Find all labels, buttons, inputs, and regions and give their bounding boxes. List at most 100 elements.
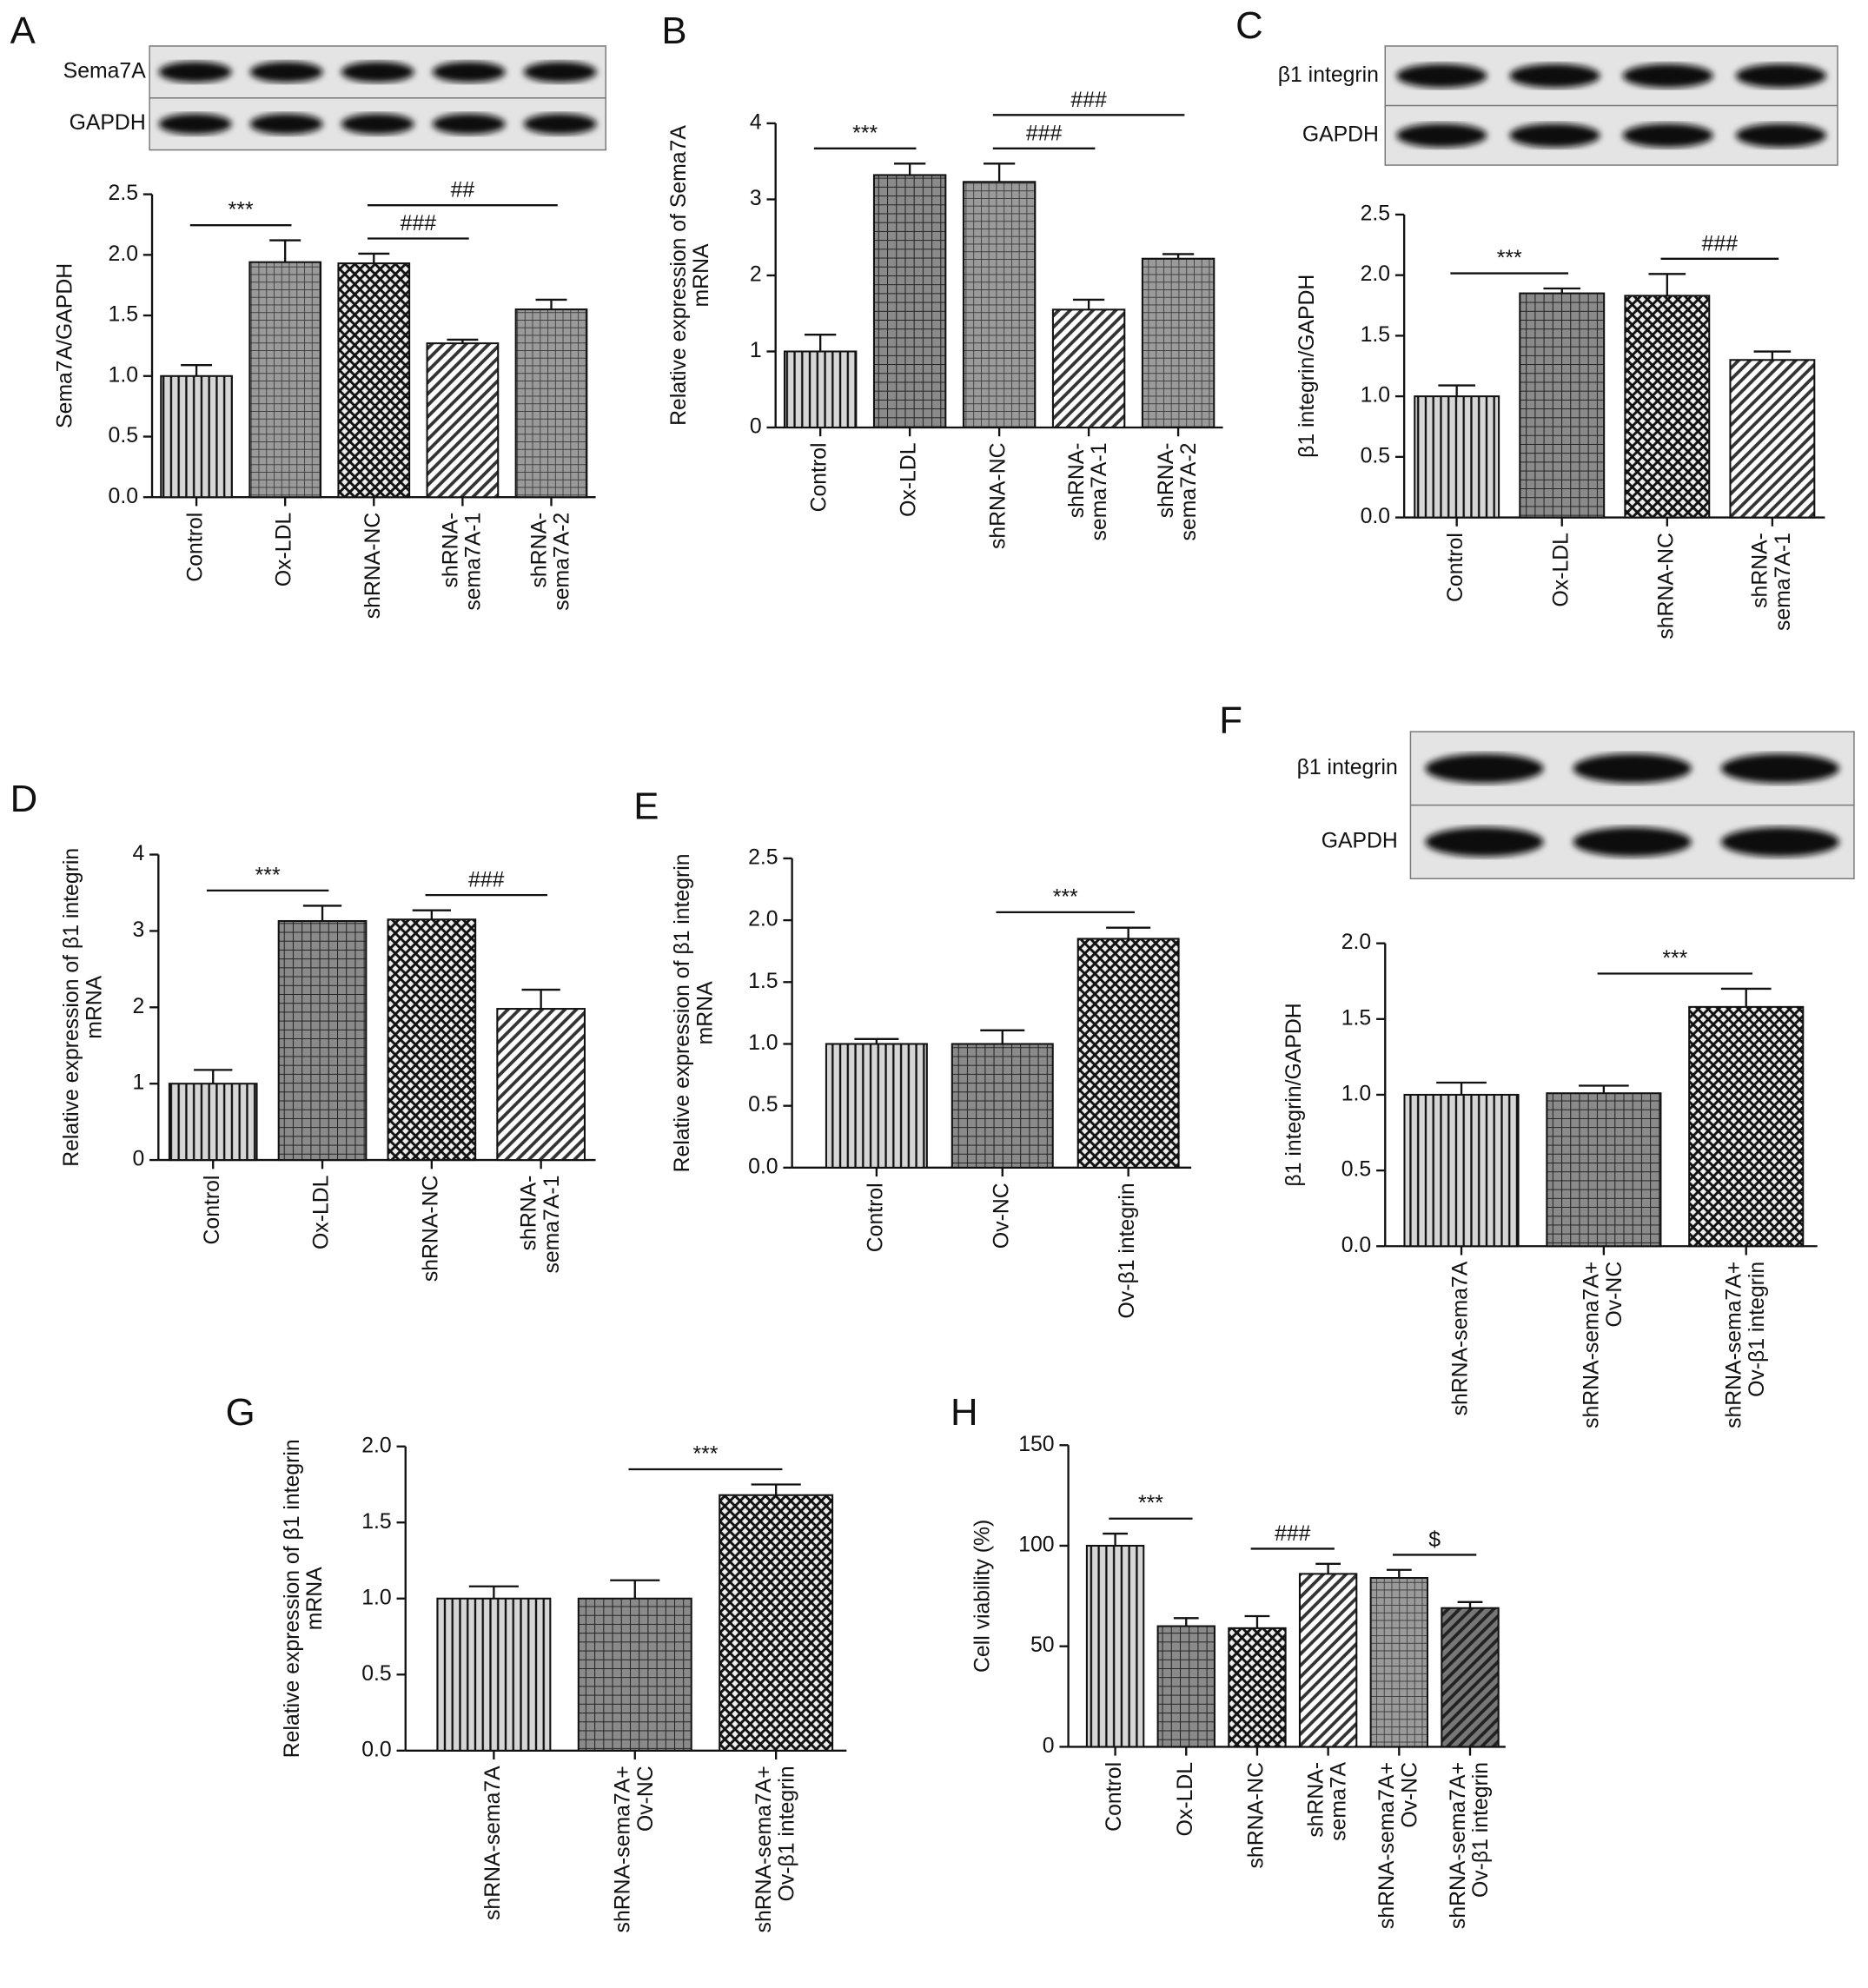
bar <box>962 181 1037 429</box>
panel-letter: H <box>951 1391 978 1434</box>
blot-band <box>1622 123 1713 148</box>
blot-band <box>158 61 232 83</box>
y-tick-label: 2.5 <box>748 845 778 869</box>
significance-label: *** <box>1138 1492 1163 1515</box>
x-tick-label: Ov-β1 integrin <box>1116 1183 1139 1318</box>
bar <box>277 919 368 1162</box>
blot-band <box>1509 63 1600 88</box>
significance-label: *** <box>852 122 878 145</box>
significance-label: ### <box>401 212 437 235</box>
blot-band <box>523 61 597 83</box>
x-tick-label: shRNA-sema7A+Ov-β1 integrin <box>752 1766 798 1932</box>
bar <box>1729 359 1816 519</box>
x-tick-label: shRNA-NC <box>1244 1762 1268 1869</box>
significance-label: ### <box>468 869 505 892</box>
panel-letter: B <box>661 10 686 52</box>
x-tick-label: Ox-LDL <box>273 513 296 586</box>
bar <box>168 1083 258 1162</box>
x-tick-label: shRNA-sema7A-1 <box>1748 533 1794 631</box>
blot-band <box>1720 827 1839 857</box>
bar <box>951 1043 1054 1169</box>
y-tick-label: 0.5 <box>109 424 138 447</box>
y-axis-label: Relative expression of β1 integrinmRNA <box>60 848 106 1167</box>
y-tick-label: 0.0 <box>109 485 138 508</box>
significance-label: ### <box>1026 122 1063 145</box>
y-tick-label: 4 <box>132 842 144 865</box>
y-tick-label: 0.5 <box>1341 1158 1371 1182</box>
x-tick-label: Control <box>864 1183 887 1252</box>
y-tick-label: 1 <box>750 339 762 362</box>
y-tick-label: 1.0 <box>361 1586 391 1609</box>
significance-label: *** <box>1497 247 1522 270</box>
bar <box>496 1008 586 1162</box>
x-tick-label: shRNA-sema7A-2 <box>1154 443 1200 541</box>
bar <box>1156 1625 1216 1748</box>
blot-band <box>523 113 597 135</box>
bar <box>1624 295 1711 519</box>
y-tick-label: 2.0 <box>361 1434 391 1457</box>
y-tick-label: 1.0 <box>109 363 138 387</box>
significance-label: *** <box>692 1442 718 1466</box>
y-axis-label: Sema7A/GAPDH <box>53 263 76 428</box>
significance-label: *** <box>255 864 281 887</box>
x-tick-label: shRNA-sema7A+Ov-NC <box>611 1766 657 1932</box>
bar <box>514 308 588 499</box>
y-tick-label: 1.0 <box>1341 1083 1371 1106</box>
panel-letter: C <box>1235 4 1263 47</box>
x-tick-label: shRNA-sema7A+Ov-β1 integrin <box>1446 1762 1492 1929</box>
y-tick-label: 1.5 <box>361 1510 391 1534</box>
y-tick-label: 0.0 <box>748 1155 778 1178</box>
bar <box>1414 395 1500 519</box>
blot-band <box>1573 827 1692 857</box>
blot-label: β1 integrin <box>1278 63 1379 87</box>
significance-label: ### <box>1070 89 1107 112</box>
x-tick-label: Ov-NC <box>990 1183 1013 1249</box>
x-tick-label: shRNA-NC <box>419 1176 442 1282</box>
panel-letter: F <box>1219 699 1242 741</box>
x-tick-label: shRNA-NC <box>987 443 1010 550</box>
bar <box>783 350 858 429</box>
panel-letter: G <box>226 1391 255 1434</box>
y-tick-label: 4 <box>750 110 762 134</box>
y-tick-label: 0.5 <box>748 1093 778 1117</box>
y-axis-label: β1 integrin/GAPDH <box>1282 1003 1306 1186</box>
bar <box>1076 938 1180 1169</box>
bar <box>1228 1627 1287 1748</box>
blot-band <box>1396 123 1487 148</box>
bar <box>337 262 411 499</box>
y-tick-label: 0.0 <box>1361 505 1390 528</box>
y-tick-label: 2 <box>750 263 762 287</box>
y-tick-label: 1.5 <box>1361 323 1390 347</box>
significance-label: $ <box>1428 1528 1441 1552</box>
y-tick-label: 0 <box>1043 1734 1055 1758</box>
x-tick-label: Ox-LDL <box>898 443 921 517</box>
y-axis-label: Relative expression of β1 integrinmRNA <box>671 853 717 1172</box>
x-tick-label: Control <box>201 1176 224 1245</box>
panel-letter: E <box>633 785 659 828</box>
blot-label: Sema7A <box>63 59 147 83</box>
y-tick-label: 1.5 <box>748 970 778 993</box>
blot-band <box>432 113 506 135</box>
x-tick-label: shRNA-sema7A-1 <box>1065 443 1111 541</box>
y-axis-label: Cell viability (%) <box>970 1520 994 1673</box>
blot-band <box>1425 827 1544 857</box>
x-tick-label: Control <box>808 443 831 513</box>
y-tick-label: 0.5 <box>1361 444 1390 467</box>
bar <box>825 1043 928 1169</box>
y-tick-label: 2.5 <box>1361 202 1390 225</box>
y-axis-label: Relative expression of Sema7AmRNA <box>666 125 712 426</box>
x-tick-label: shRNA-sema7A-1 <box>439 513 485 611</box>
y-tick-label: 2 <box>132 995 144 1018</box>
significance-label: *** <box>1662 947 1687 971</box>
significance-label: *** <box>1053 885 1078 909</box>
y-tick-label: 3 <box>132 918 144 942</box>
y-tick-label: 2.0 <box>1341 931 1371 954</box>
panel-letter: D <box>10 778 38 820</box>
bar <box>1369 1576 1429 1748</box>
x-tick-label: shRNA-sema7A+Ov-NC <box>1580 1262 1626 1428</box>
bar <box>160 374 233 499</box>
blot-band <box>1735 123 1826 148</box>
x-tick-label: shRNA-NC <box>361 513 385 620</box>
y-tick-label: 1 <box>132 1071 144 1095</box>
